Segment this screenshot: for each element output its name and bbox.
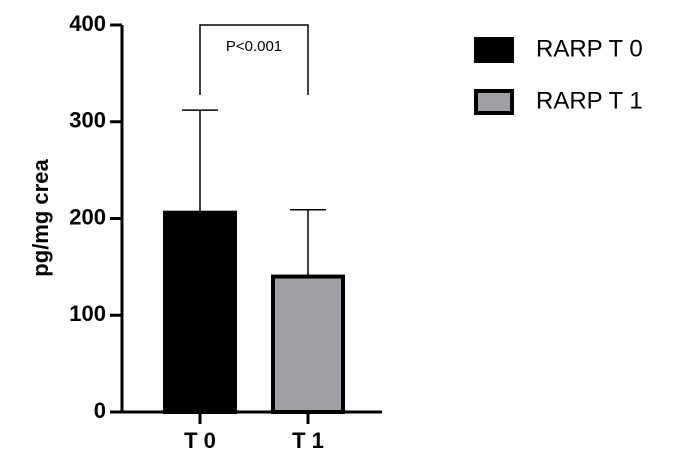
legend-label: RARP T 1: [536, 87, 643, 114]
annotation: P<0.001: [226, 38, 282, 55]
legend-label: RARP T 0: [536, 35, 643, 62]
y-tick-label: 0: [94, 398, 106, 423]
legend-swatch: [474, 37, 514, 63]
y-tick-label: 100: [69, 301, 106, 326]
bar: [163, 210, 237, 414]
y-tick-label: 400: [69, 11, 106, 36]
x-tick-label: T 0: [184, 428, 216, 453]
y-tick-label: 300: [69, 108, 106, 133]
bar: [271, 274, 345, 414]
y-axis-title: pg/mg crea: [28, 159, 53, 277]
significance-bracket: [199, 24, 309, 95]
legend-swatch: [474, 89, 514, 115]
y-tick-label: 200: [69, 204, 106, 229]
x-tick-label: T 1: [292, 428, 324, 453]
